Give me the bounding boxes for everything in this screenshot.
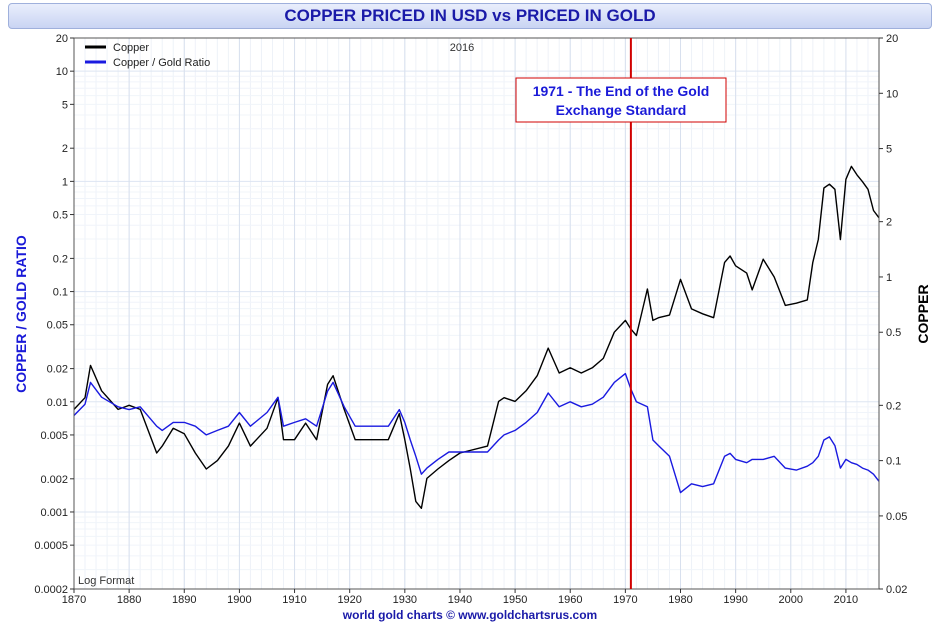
right-tick-label: 0.1 [886,456,901,468]
x-tick-label: 1890 [172,594,196,606]
legend-label-copper: Copper [113,42,149,54]
left-tick-label: 20 [56,33,68,45]
annotation-layer: 1971 - The End of the Gold Exchange Stand… [515,38,727,589]
left-tick-label: 0.5 [53,210,68,222]
right-tick-label: 0.05 [886,511,907,523]
x-tick-label: 1970 [613,594,637,606]
right-tick-label: 1 [886,272,892,284]
plot-background [74,38,879,589]
x-tick-label: 1870 [62,594,86,606]
x-tick-label: 2010 [834,594,858,606]
right-axis-title: COPPER [915,284,931,343]
copper-price-line [73,165,880,509]
left-tick-label: 10 [56,66,68,78]
x-tick-label: 1960 [558,594,582,606]
x-tick-label: 1950 [503,594,527,606]
x-tick-label: 1910 [282,594,306,606]
right-tick-label: 0.2 [886,400,901,412]
left-tick-label: 0.0002 [34,584,68,596]
right-tick-label: 5 [886,144,892,156]
series-layer [73,165,880,509]
left-tick-label: 0.01 [47,397,68,409]
left-tick-label: 5 [62,99,68,111]
tick-layer: 1870 1880 1890 1900 1910 1920 1930 1940 1950 1960… [34,33,907,606]
x-tick-label: 1920 [337,594,361,606]
chart-title: COPPER PRICED IN USD vs PRICED IN GOLD [8,3,932,29]
x-tick-label: 1930 [393,594,417,606]
left-tick-label: 0.02 [47,364,68,376]
corner-year-label: 2016 [450,42,474,54]
left-tick-label: 0.002 [40,474,68,486]
x-tick-label: 1990 [723,594,747,606]
annotation-text-line1: 1971 - The End of the Gold [533,83,710,99]
left-tick-label: 0.005 [40,430,68,442]
left-tick-label: 0.05 [47,320,68,332]
legend-label-ratio: Copper / Gold Ratio [113,57,210,69]
footer-credit: world gold charts © www.goldchartsrus.co… [342,608,598,622]
left-tick-label: 0.1 [53,287,68,299]
right-tick-label: 0.02 [886,584,907,596]
annotation-text-line2: Exchange Standard [556,102,687,118]
x-tick-label: 1880 [117,594,141,606]
x-tick-label: 1900 [227,594,251,606]
left-tick-label: 0.001 [40,507,68,519]
left-tick-label: 2 [62,143,68,155]
right-tick-label: 0.5 [886,327,901,339]
x-tick-label: 1940 [448,594,472,606]
left-tick-label: 0.0005 [34,540,68,552]
annotation-box [515,77,727,123]
x-tick-label: 2000 [779,594,803,606]
legend: Copper Copper / Gold Ratio [85,42,210,69]
right-tick-label: 20 [886,33,898,45]
right-tick-label: 2 [886,217,892,229]
left-tick-label: 1 [62,176,68,188]
right-tick-label: 10 [886,88,898,100]
plot-border [73,37,880,590]
left-tick-label: 0.2 [53,253,68,265]
left-axis-title: COPPER / GOLD RATIO [13,235,29,393]
grid-layer [73,37,880,590]
x-tick-label: 1980 [668,594,692,606]
copper-gold-ratio-line [73,372,880,494]
log-format-note: Log Format [78,575,134,587]
